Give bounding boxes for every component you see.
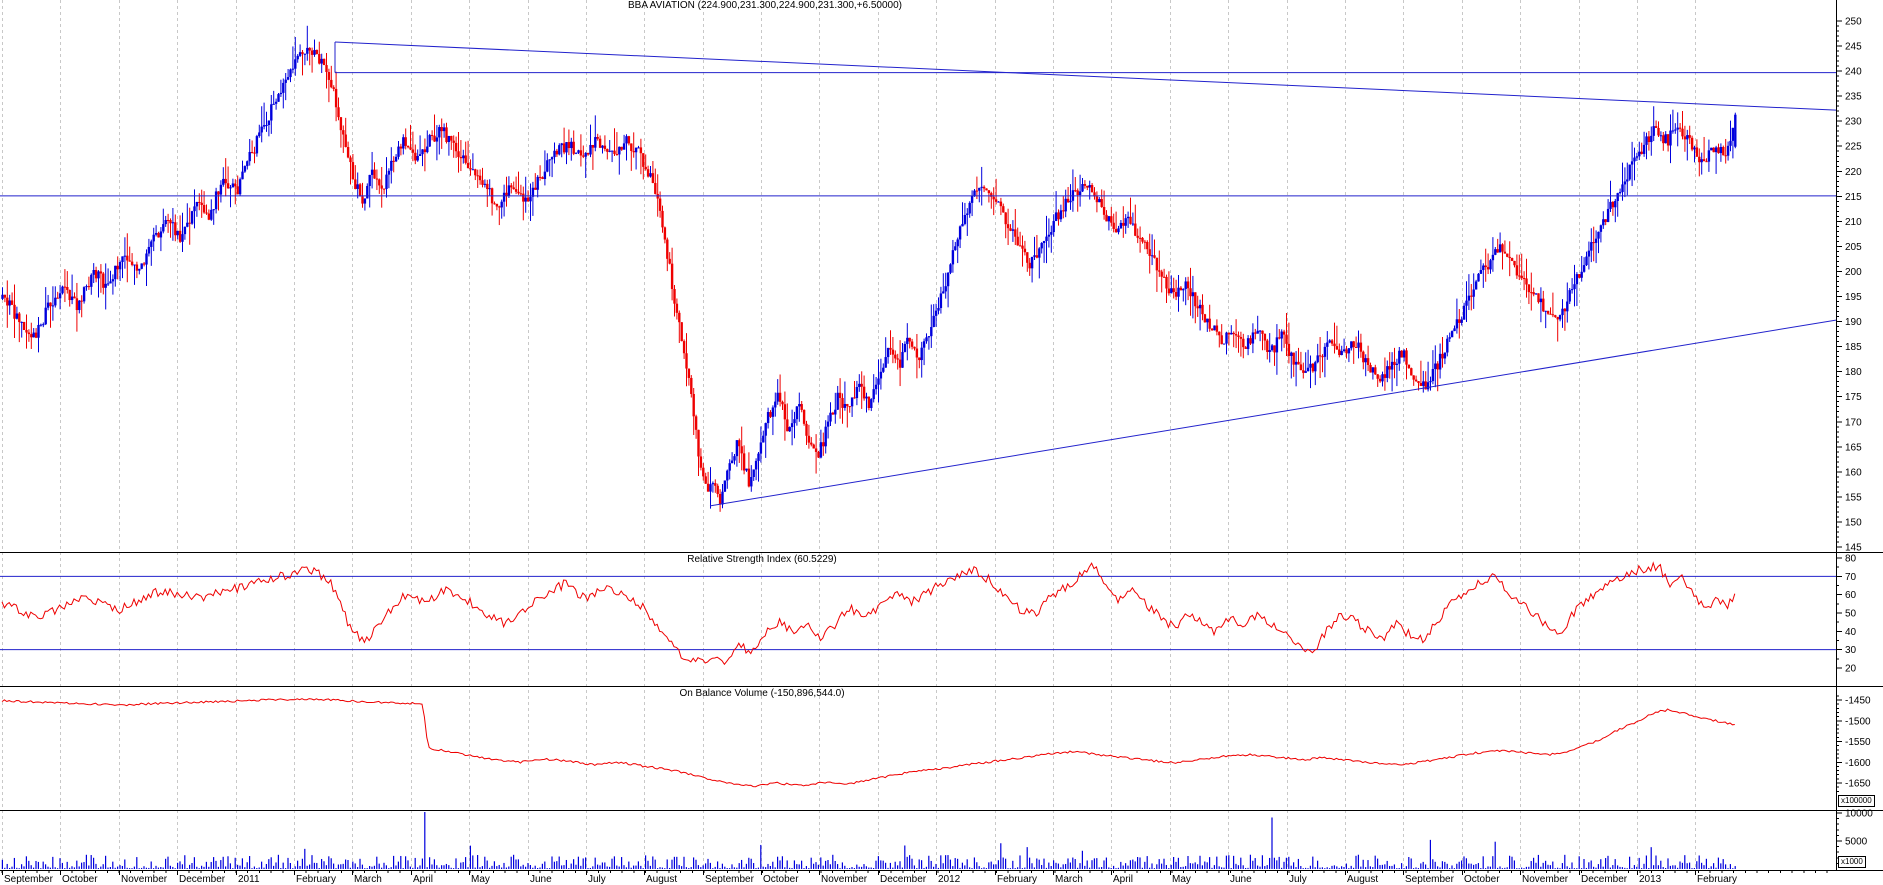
month-label[interactable]: November	[1522, 874, 1569, 885]
price-axis-label: 190	[1845, 317, 1862, 328]
price-axis-label: 245	[1845, 42, 1862, 53]
month-label[interactable]: 2013	[1639, 874, 1662, 885]
volume-series	[1, 812, 1736, 869]
month-label[interactable]: August	[646, 874, 677, 885]
time-axis: September October November December 2011 Febr…	[1, 870, 1828, 885]
month-label[interactable]: September	[1405, 874, 1455, 885]
right-axis: 145 150 155 160 165 170 175 180 185 190 195 200 205 2…	[1836, 17, 1873, 864]
month-label[interactable]: April	[413, 874, 433, 885]
rsi-axis-label: 80	[1845, 554, 1857, 565]
month-label[interactable]: May	[471, 874, 490, 885]
volume-axis-label: 10000	[1845, 809, 1873, 820]
price-axis-label: 250	[1845, 17, 1862, 28]
month-label[interactable]: March	[354, 874, 382, 885]
obv-panel-title: On Balance Volume (-150,896,544.0)	[679, 688, 845, 699]
obv-scale-box: x100000	[1838, 795, 1875, 807]
month-label[interactable]: September	[4, 874, 54, 885]
rsi-axis-label: 40	[1845, 627, 1857, 638]
month-label[interactable]: June	[1230, 874, 1252, 885]
month-label[interactable]: October	[62, 874, 98, 885]
price-axis-label: 230	[1845, 117, 1862, 128]
obv-axis-label: -1550	[1845, 737, 1871, 748]
month-label[interactable]: April	[1113, 874, 1133, 885]
month-label[interactable]: October	[1464, 874, 1500, 885]
candlestick-series	[1, 25, 1737, 512]
price-panel-title: BBA AVIATION (224.900,231.300,224.900,23…	[627, 0, 902, 11]
price-axis-label: 180	[1845, 367, 1862, 378]
month-label[interactable]: September	[705, 874, 755, 885]
month-label[interactable]: October	[763, 874, 799, 885]
obv-axis-label: -1600	[1845, 758, 1871, 769]
month-label[interactable]: December	[179, 874, 226, 885]
month-label[interactable]: July	[1289, 874, 1307, 885]
price-axis-label: 150	[1845, 517, 1862, 528]
price-axis-label: 235	[1845, 92, 1862, 103]
month-label[interactable]: July	[588, 874, 606, 885]
month-label[interactable]: November	[121, 874, 168, 885]
price-axis-label: 170	[1845, 417, 1862, 428]
rsi-axis-label: 50	[1845, 609, 1857, 620]
price-axis-label: 160	[1845, 467, 1862, 478]
price-axis-label: 220	[1845, 167, 1862, 178]
rsi-axis-label: 70	[1845, 572, 1857, 583]
month-label[interactable]: August	[1347, 874, 1378, 885]
price-axis-label: 225	[1845, 142, 1862, 153]
month-label[interactable]: February	[1697, 874, 1737, 885]
rsi-panel-title: Relative Strength Index (60.5229)	[687, 554, 837, 565]
month-label[interactable]: February	[997, 874, 1037, 885]
rsi-line	[1, 561, 1736, 666]
month-label[interactable]: February	[296, 874, 336, 885]
month-label[interactable]: June	[530, 874, 552, 885]
month-label[interactable]: December	[1581, 874, 1628, 885]
price-axis-label: 205	[1845, 242, 1862, 253]
month-label[interactable]: May	[1172, 874, 1191, 885]
price-axis-label: 210	[1845, 217, 1862, 228]
price-axis-label: 185	[1845, 342, 1862, 353]
price-axis-label: 155	[1845, 492, 1862, 503]
volume-axis-label: 5000	[1845, 837, 1868, 848]
obv-axis-label: -1650	[1845, 779, 1871, 790]
month-label[interactable]: 2011	[238, 874, 260, 885]
price-axis-label: 240	[1845, 67, 1862, 78]
month-label[interactable]: March	[1055, 874, 1083, 885]
ascending-trendline[interactable]	[709, 319, 1836, 507]
descending-trendline[interactable]	[334, 41, 1836, 111]
price-axis-label: 215	[1845, 192, 1862, 203]
obv-line	[1, 698, 1735, 788]
price-axis-label: 145	[1845, 543, 1862, 554]
month-label[interactable]: November	[821, 874, 868, 885]
obv-axis-label: -1450	[1845, 696, 1871, 707]
month-label[interactable]: December	[880, 874, 927, 885]
rsi-axis-label: 60	[1845, 590, 1857, 601]
price-axis-label: 165	[1845, 442, 1862, 453]
volume-scale-box: x1000	[1838, 856, 1866, 868]
obv-axis-label: -1500	[1845, 716, 1871, 727]
price-axis-label: 200	[1845, 267, 1862, 278]
month-label[interactable]: 2012	[938, 874, 961, 885]
price-axis-label: 195	[1845, 292, 1862, 303]
rsi-axis-label: 20	[1845, 664, 1857, 675]
price-axis-label: 175	[1845, 392, 1862, 403]
rsi-axis-label: 30	[1845, 645, 1857, 656]
